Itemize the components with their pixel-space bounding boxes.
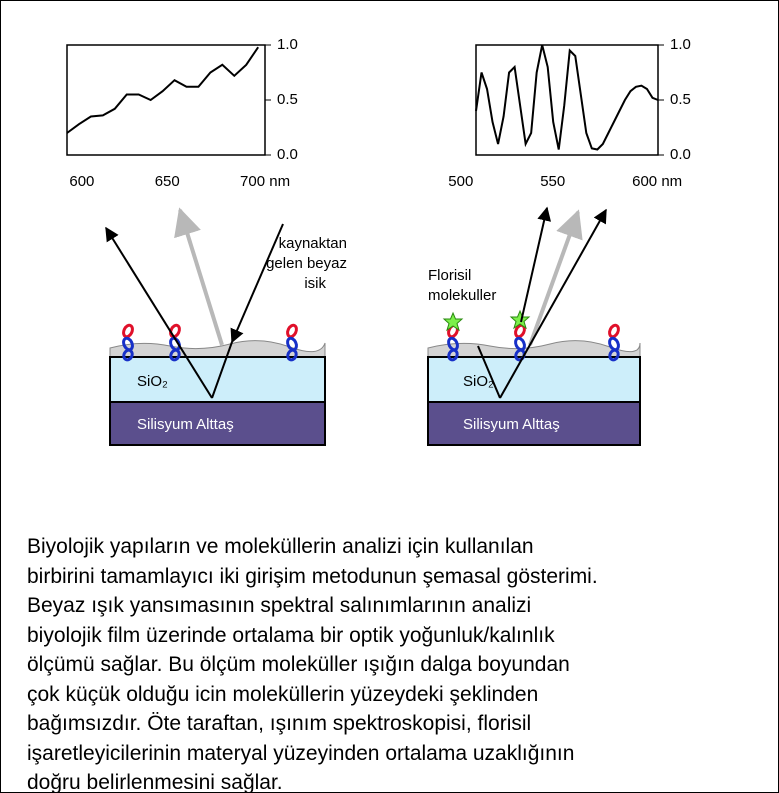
left-diagram: SiO₂ Silisyum Alttaş kaynaktan gelen bey…: [106, 210, 347, 445]
x-tick-label: 500: [448, 173, 473, 190]
caption-line: işaretleyicilerinin materyal yüzeyinden …: [27, 739, 598, 769]
y-tick-label: 1.0: [277, 36, 298, 53]
caption-line: Beyaz ışık yansımasının spektral salınım…: [27, 591, 598, 621]
caption: Biyolojik yapıların ve moleküllerin anal…: [27, 532, 598, 793]
oxide-label: SiO₂: [463, 373, 494, 390]
right-diagram: SiO₂ Silisyum Alttaş Florisil molekuller: [428, 208, 640, 445]
y-tick-label: 1.0: [670, 36, 691, 53]
oxide-label: SiO₂: [137, 373, 168, 390]
source-label: gelen beyaz: [266, 255, 347, 272]
y-tick-label: 0.0: [277, 146, 298, 163]
y-tick-label: 0.5: [277, 91, 298, 108]
caption-line: birbirini tamamlayıcı iki girişim metodu…: [27, 562, 598, 592]
fluor-label: Florisil: [428, 267, 471, 284]
page: SiO₂ Silisyum Alttaş kaynaktan gelen bey…: [0, 0, 779, 793]
x-tick-label: 550: [540, 173, 565, 190]
caption-line: çok küçük olduğu icin moleküllerin yüzey…: [27, 680, 598, 710]
substrate-label: Silisyum Alttaş: [137, 416, 234, 433]
y-tick-label: 0.5: [670, 91, 691, 108]
source-label: kaynaktan: [279, 235, 347, 252]
caption-line: ölçümü sağlar. Bu ölçüm moleküller ışığı…: [27, 650, 598, 680]
source-label: isik: [304, 275, 326, 292]
x-tick-label: 600 nm: [632, 173, 682, 190]
caption-line: doğru belirlenmesini sağlar.: [27, 768, 598, 793]
caption-line: Biyolojik yapıların ve moleküllerin anal…: [27, 532, 598, 562]
caption-line: bağımsızdır. Öte taraftan, ışınım spektr…: [27, 709, 598, 739]
x-tick-label: 700 nm: [240, 173, 290, 190]
substrate-label: Silisyum Alttaş: [463, 416, 560, 433]
plot-frame: [476, 45, 658, 155]
x-tick-label: 650: [155, 173, 180, 190]
caption-line: biyolojik film üzerinde ortalama bir opt…: [27, 621, 598, 651]
x-tick-label: 600: [69, 173, 94, 190]
y-tick-label: 0.0: [670, 146, 691, 163]
plot-frame: [67, 45, 265, 155]
fluor-label: molekuller: [428, 287, 496, 304]
